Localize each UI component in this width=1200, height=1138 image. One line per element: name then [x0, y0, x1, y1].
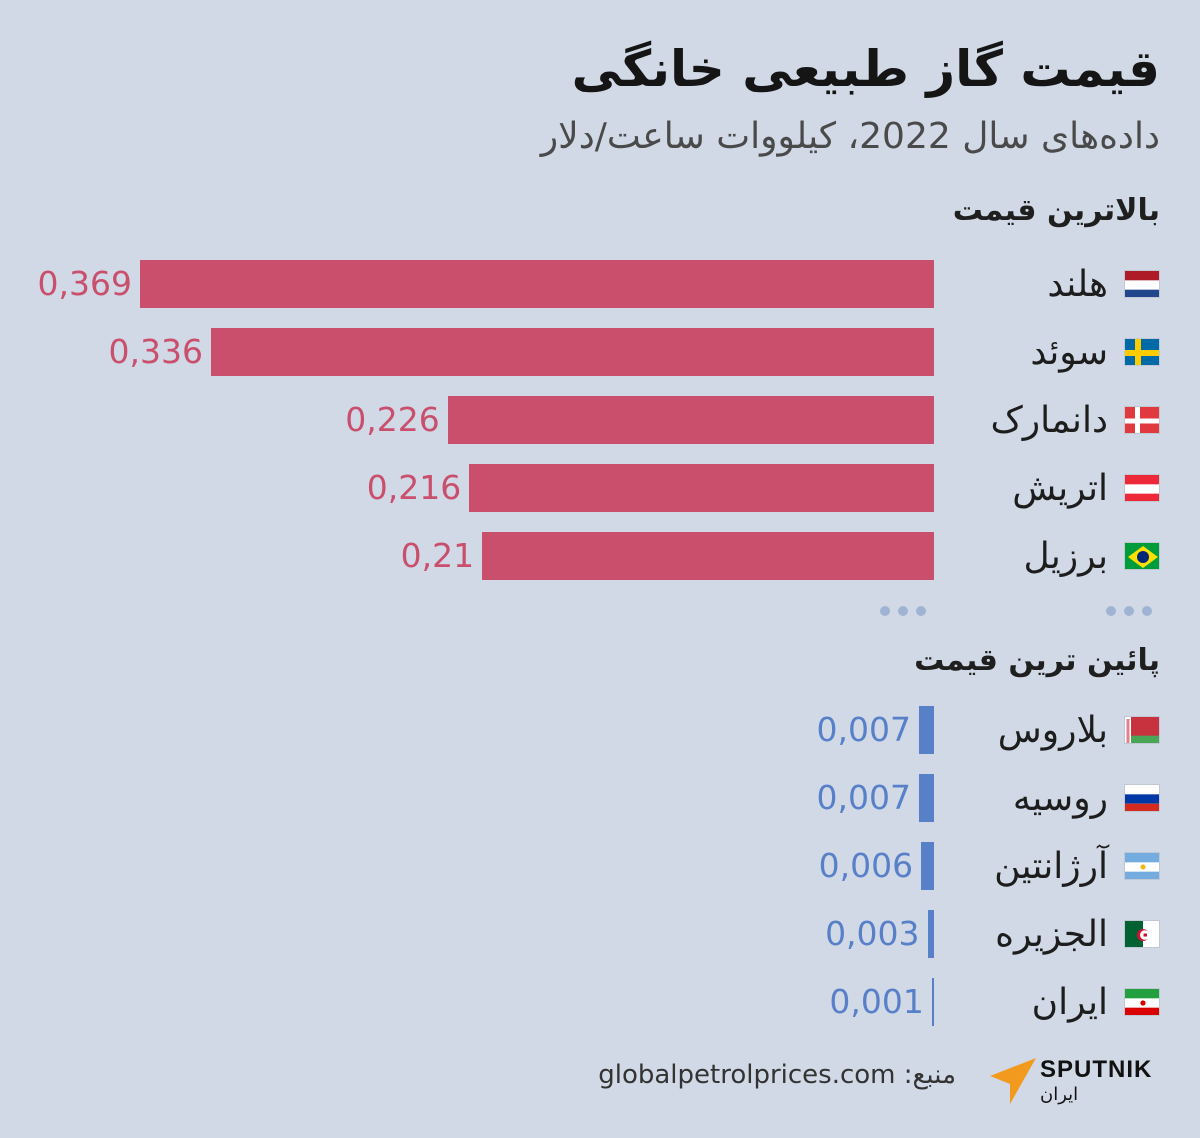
- value-label: 0,007: [816, 710, 911, 749]
- source-text: منبع: globalpetrolprices.com: [598, 1060, 956, 1090]
- russia-flag-icon: [1124, 784, 1160, 812]
- bar: [927, 910, 934, 958]
- value-label: 0,003: [825, 914, 920, 953]
- austria-flag-icon: [1124, 474, 1160, 502]
- sputnik-logo-icon: [990, 1058, 1036, 1104]
- bar: [211, 328, 934, 376]
- country-label: هلند: [1047, 264, 1108, 305]
- country-label: ایران: [1031, 982, 1108, 1023]
- belarus-flag-icon: [1124, 716, 1160, 744]
- value-label: 0,336: [108, 332, 204, 371]
- country-label: روسیه: [1012, 778, 1108, 819]
- logo-brand-text: SPUTNIK: [1040, 1056, 1153, 1083]
- bar: [482, 532, 934, 580]
- bar: [447, 396, 934, 444]
- value-label: 0,001: [829, 982, 924, 1021]
- sputnik-logo: SPUTNIK ایران: [988, 1054, 1168, 1114]
- ellipsis-dots-right: [1106, 601, 1160, 616]
- iran-flag-icon: [1124, 988, 1160, 1016]
- netherlands-flag-icon: [1124, 270, 1160, 298]
- bar: [918, 774, 934, 822]
- bar-row: هلند 0,369: [0, 260, 1200, 310]
- chart-title: قیمت گاز طبیعی خانگی: [571, 40, 1160, 98]
- denmark-flag-icon: [1124, 406, 1160, 434]
- bar-row: بلاروس 0,007: [0, 706, 1200, 756]
- value-label: 0,216: [366, 468, 462, 507]
- bar-row: روسیه 0,007: [0, 774, 1200, 824]
- bar: [469, 464, 934, 512]
- country-label: آرژانتین: [994, 846, 1108, 887]
- bar: [918, 706, 934, 754]
- algeria-flag-icon: [1124, 920, 1160, 948]
- value-label: 0,006: [818, 846, 914, 885]
- brazil-flag-icon: [1124, 542, 1160, 570]
- bar: [140, 260, 934, 308]
- country-label: الجزیره: [995, 914, 1108, 955]
- section-label-highest: بالاترین قیمت: [952, 193, 1160, 228]
- bar-row: آرژانتین 0,006: [0, 842, 1200, 892]
- country-label: برزیل: [1023, 536, 1108, 577]
- value-label: 0,226: [345, 400, 440, 439]
- country-label: اتریش: [1012, 468, 1108, 509]
- value-label: 0,21: [400, 536, 475, 575]
- argentina-flag-icon: [1124, 852, 1160, 880]
- country-label: بلاروس: [997, 710, 1108, 751]
- chart-subtitle: داده‌های سال 2022، کیلووات ساعت/دلار: [540, 116, 1160, 157]
- bar-row: برزیل 0,21: [0, 532, 1200, 582]
- section-label-lowest: پائین ترین قیمت: [914, 643, 1160, 678]
- bar: [921, 842, 934, 890]
- value-label: 0,007: [816, 778, 911, 817]
- bar-row: اتریش 0,216: [0, 464, 1200, 514]
- bar-row: دانمارک 0,226: [0, 396, 1200, 446]
- bar-row: ایران 0,001: [0, 978, 1200, 1028]
- sweden-flag-icon: [1124, 338, 1160, 366]
- bar-row: الجزیره 0,003: [0, 910, 1200, 960]
- logo-sub-text: ایران: [1040, 1084, 1079, 1105]
- ellipsis-dots-left: [880, 601, 934, 616]
- country-label: سوئد: [1030, 332, 1108, 373]
- bar-row: سوئد 0,336: [0, 328, 1200, 378]
- bar: [931, 978, 934, 1026]
- country-label: دانمارک: [990, 400, 1108, 441]
- value-label: 0,369: [37, 264, 132, 303]
